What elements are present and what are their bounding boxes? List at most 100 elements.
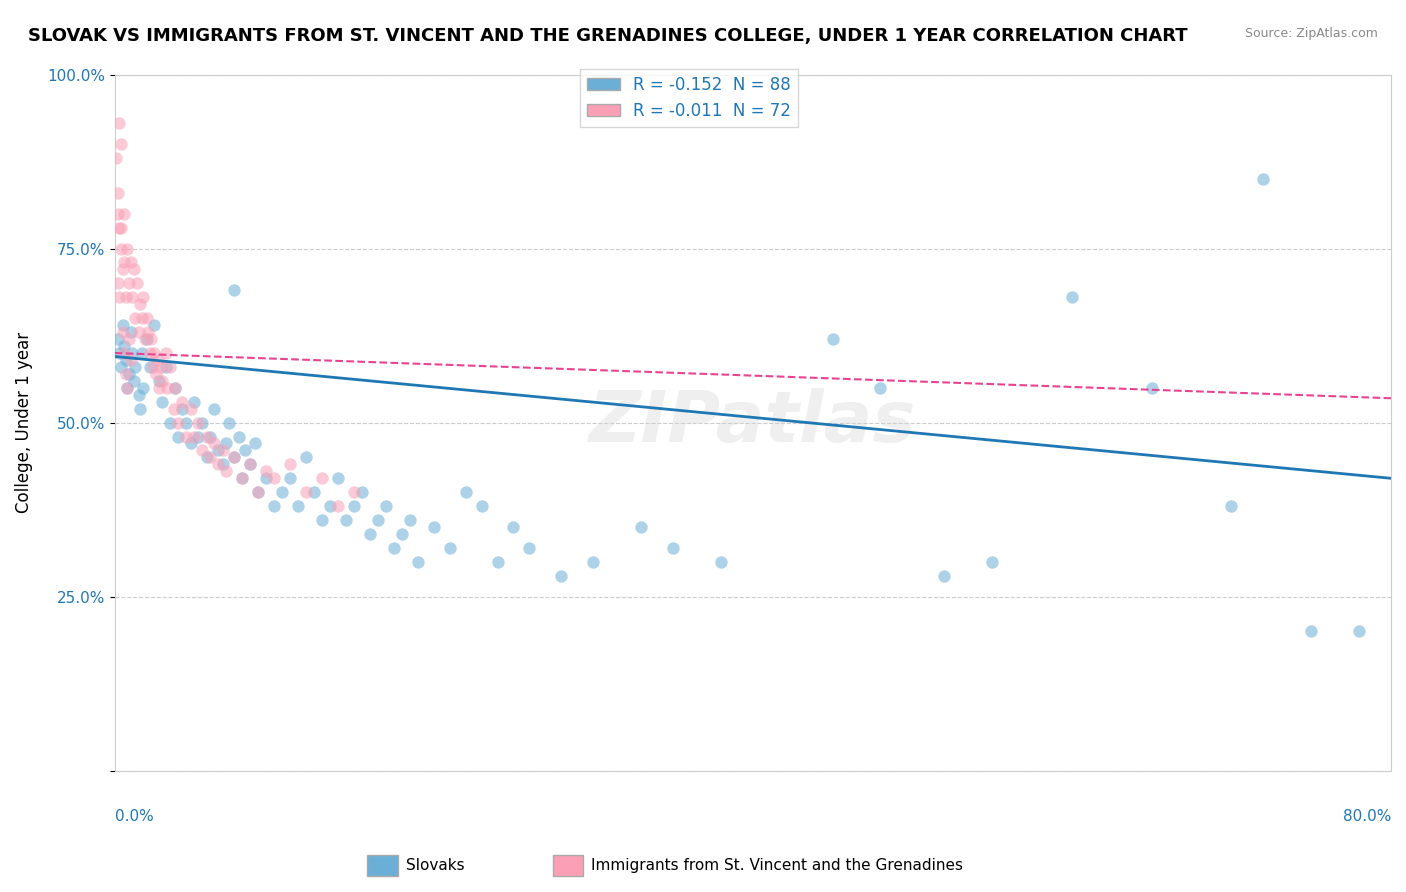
Point (107, 277, 129, 291)
Point (143, 318, 166, 333)
Point (422, 520, 444, 534)
Point (191, 443, 214, 458)
Point (1253, 172, 1275, 186)
Point (254, 464, 277, 478)
Point (187, 416, 209, 430)
Point (110, 242, 132, 256)
Point (367, 513, 389, 527)
Point (138, 346, 160, 360)
Point (108, 290, 131, 304)
Point (582, 555, 605, 569)
Point (326, 499, 349, 513)
Point (136, 325, 159, 339)
Point (110, 137, 132, 152)
Point (271, 485, 294, 500)
Point (112, 255, 135, 269)
Point (195, 429, 218, 443)
Point (131, 311, 153, 326)
Point (155, 346, 177, 360)
Point (170, 394, 193, 409)
Point (143, 346, 166, 360)
Point (176, 416, 198, 430)
Point (239, 458, 262, 472)
Point (662, 541, 685, 555)
Point (374, 499, 396, 513)
Point (295, 450, 318, 465)
Point (129, 401, 152, 416)
Point (121, 290, 143, 304)
Point (398, 513, 420, 527)
Point (343, 499, 366, 513)
Bar (367, 855, 398, 876)
Text: 0.0%: 0.0% (115, 809, 153, 824)
Point (118, 277, 141, 291)
Point (439, 541, 461, 555)
Point (132, 290, 155, 304)
Point (167, 416, 190, 430)
Point (207, 443, 229, 458)
Point (120, 255, 142, 269)
Point (278, 471, 301, 485)
Point (302, 485, 325, 500)
Point (159, 416, 181, 430)
Point (239, 458, 262, 472)
Point (124, 311, 146, 326)
Point (128, 325, 150, 339)
Point (243, 436, 266, 450)
Point (391, 527, 413, 541)
Point (146, 353, 169, 368)
Point (170, 401, 193, 416)
Point (207, 458, 229, 472)
Point (117, 381, 139, 395)
Point (200, 429, 222, 443)
Point (114, 290, 136, 304)
Text: 80.0%: 80.0% (1343, 809, 1391, 824)
Point (134, 332, 156, 346)
Point (128, 388, 150, 402)
Point (710, 555, 733, 569)
Point (135, 332, 157, 346)
Point (215, 436, 238, 450)
Point (187, 429, 209, 443)
Point (120, 325, 142, 339)
Point (212, 458, 235, 472)
Point (254, 471, 277, 485)
Text: Immigrants from St. Vincent and the Grenadines: Immigrants from St. Vincent and the Gren… (591, 858, 963, 872)
Point (247, 485, 270, 500)
Point (191, 416, 214, 430)
Point (311, 471, 333, 485)
Point (180, 401, 202, 416)
Text: SLOVAK VS IMMIGRANTS FROM ST. VINCENT AND THE GRENADINES COLLEGE, UNDER 1 YEAR C: SLOVAK VS IMMIGRANTS FROM ST. VINCENT AN… (28, 27, 1188, 45)
Y-axis label: College, Under 1 year: College, Under 1 year (15, 332, 32, 513)
Point (247, 485, 270, 500)
Point (224, 283, 246, 297)
Point (108, 220, 131, 235)
Legend: R = -0.152  N = 88, R = -0.011  N = 72: R = -0.152 N = 88, R = -0.011 N = 72 (581, 69, 799, 127)
Point (110, 220, 132, 235)
Point (224, 450, 246, 465)
Point (326, 471, 349, 485)
Point (129, 297, 152, 311)
Point (145, 367, 167, 381)
Point (311, 513, 333, 527)
Point (235, 443, 257, 458)
Point (148, 374, 170, 388)
Point (350, 485, 373, 500)
Point (228, 429, 250, 443)
Point (111, 325, 134, 339)
Point (359, 527, 381, 541)
Point (152, 374, 174, 388)
Point (200, 450, 222, 465)
Point (165, 381, 187, 395)
Point (981, 555, 1004, 569)
Point (319, 499, 342, 513)
Point (149, 359, 172, 374)
Point (108, 116, 131, 130)
Point (112, 346, 135, 360)
Point (263, 499, 285, 513)
Point (183, 429, 205, 443)
Point (630, 520, 652, 534)
Point (295, 485, 318, 500)
Point (107, 186, 129, 200)
Point (152, 394, 174, 409)
